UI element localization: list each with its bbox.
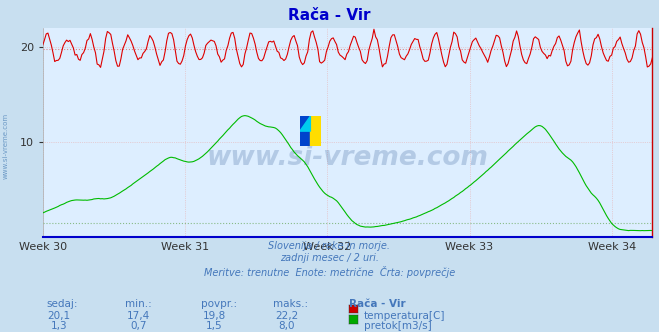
Text: www.si-vreme.com: www.si-vreme.com: [2, 113, 9, 179]
Text: 17,4: 17,4: [127, 311, 150, 321]
Text: Slovenija / reke in morje.: Slovenija / reke in morje.: [268, 241, 391, 251]
Polygon shape: [310, 116, 321, 146]
Text: 22,2: 22,2: [275, 311, 299, 321]
Text: 1,3: 1,3: [51, 321, 68, 331]
Text: 1,5: 1,5: [206, 321, 223, 331]
Text: Rača - Vir: Rača - Vir: [288, 8, 371, 23]
Text: Rača - Vir: Rača - Vir: [349, 299, 406, 309]
Text: www.si-vreme.com: www.si-vreme.com: [207, 145, 488, 171]
Text: 19,8: 19,8: [202, 311, 226, 321]
Text: 0,7: 0,7: [130, 321, 147, 331]
Text: temperatura[C]: temperatura[C]: [364, 311, 445, 321]
Text: povpr.:: povpr.:: [201, 299, 237, 309]
Text: pretok[m3/s]: pretok[m3/s]: [364, 321, 432, 331]
Text: sedaj:: sedaj:: [46, 299, 78, 309]
Text: Meritve: trenutne  Enote: metrične  Črta: povprečje: Meritve: trenutne Enote: metrične Črta: …: [204, 266, 455, 278]
Text: 20,1: 20,1: [47, 311, 71, 321]
Text: maks.:: maks.:: [273, 299, 308, 309]
Text: 8,0: 8,0: [278, 321, 295, 331]
Polygon shape: [300, 116, 310, 146]
Polygon shape: [300, 116, 310, 131]
Text: min.:: min.:: [125, 299, 152, 309]
Text: zadnji mesec / 2 uri.: zadnji mesec / 2 uri.: [280, 253, 379, 263]
